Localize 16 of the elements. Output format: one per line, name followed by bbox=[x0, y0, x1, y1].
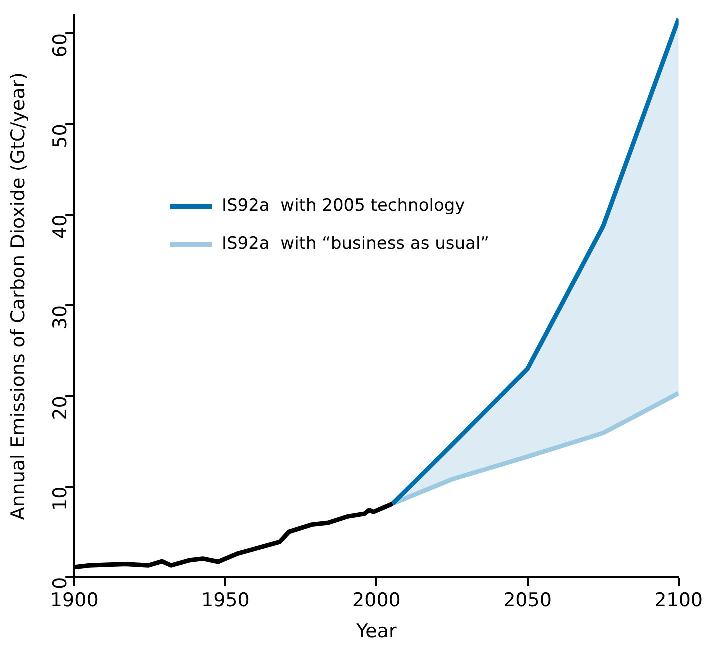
y-tick-label: 60 bbox=[50, 34, 72, 58]
y-tick-label: 20 bbox=[50, 396, 72, 420]
x-tick-label: 1900 bbox=[50, 590, 99, 612]
y-tick-label: 10 bbox=[50, 486, 72, 511]
legend-label: IS92a with 2005 technology bbox=[222, 196, 466, 216]
y-tick-label: 0 bbox=[50, 577, 72, 590]
legend-label: IS92a with “business as usual” bbox=[222, 234, 490, 254]
x-tick-label: 2000 bbox=[352, 590, 401, 612]
x-tick-label: 2100 bbox=[654, 590, 704, 612]
y-tick-label: 30 bbox=[50, 305, 72, 330]
x-axis-title: Year bbox=[356, 620, 398, 643]
y-tick-label: 50 bbox=[50, 124, 72, 148]
y-axis-title: Annual Emissions of Carbon Dioxide (GtC/year) bbox=[7, 72, 30, 520]
x-tick-label: 2050 bbox=[504, 590, 552, 612]
x-tick-label: 1950 bbox=[201, 590, 250, 612]
y-tick-label: 40 bbox=[50, 214, 72, 240]
